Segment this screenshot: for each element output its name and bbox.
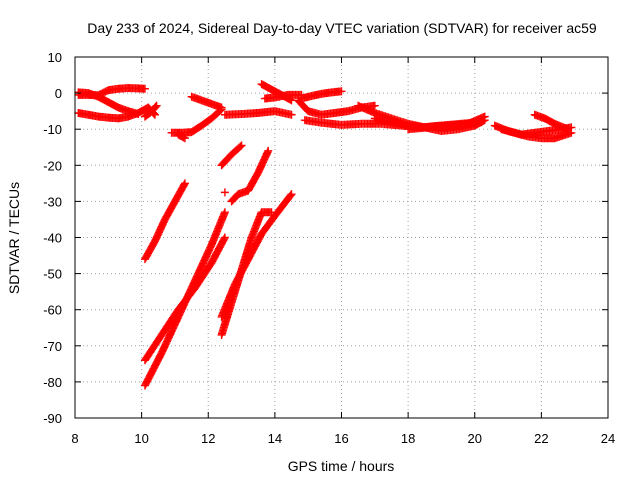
- data-point: [152, 101, 161, 110]
- data-point: [217, 103, 226, 112]
- y-tick-label: -80: [43, 375, 62, 390]
- data-point: [287, 190, 296, 199]
- series-arc-18: [497, 125, 576, 143]
- x-tick-label: 24: [601, 431, 615, 446]
- series-arc-22: [140, 233, 229, 365]
- series-arc-6: [174, 130, 189, 143]
- series-arc-8: [220, 107, 296, 119]
- series-arc-19: [530, 110, 573, 134]
- x-tick-label: 18: [401, 431, 415, 446]
- data-point: [286, 191, 295, 200]
- series-arc-16: [404, 112, 489, 134]
- y-axis-label: SDTVAR / TECUs: [6, 182, 22, 294]
- series-arc-24: [217, 190, 296, 321]
- x-tick-label: 8: [71, 431, 78, 446]
- data-point: [220, 188, 229, 197]
- x-tick-label: 10: [134, 431, 148, 446]
- series-arc-12: [297, 87, 346, 103]
- y-tick-label: -90: [43, 411, 62, 426]
- data-point: [287, 110, 296, 119]
- data-point: [220, 208, 229, 217]
- x-axis-label: GPS time / hours: [288, 458, 395, 474]
- axis-ticks: 8 10 12 14 16 18 20 22 24 10 0 -10 -20 -30 -40 -50 -60 -7…: [43, 50, 615, 446]
- x-tick-label: 20: [468, 431, 482, 446]
- y-tick-label: -50: [43, 267, 62, 282]
- data-point: [220, 234, 229, 243]
- data-point: [180, 179, 189, 188]
- data-point: [236, 142, 245, 151]
- y-tick-label: -20: [43, 158, 62, 173]
- series-arc-4: [140, 101, 161, 121]
- series-arc-20: [140, 179, 189, 264]
- data-point: [180, 134, 189, 143]
- series-arc-11: [294, 96, 379, 119]
- series-arc-26: [227, 146, 273, 206]
- data-point: [370, 101, 379, 110]
- y-tick-label: 0: [55, 86, 62, 101]
- y-tick-label: -40: [43, 231, 62, 246]
- data-point: [337, 87, 346, 96]
- data-point: [264, 146, 273, 155]
- y-tick-label: -60: [43, 303, 62, 318]
- data-point: [179, 133, 188, 142]
- y-tick-label: 10: [48, 50, 62, 65]
- series-arc-7: [187, 92, 226, 112]
- data-points: [74, 80, 576, 390]
- data-point: [564, 125, 573, 134]
- x-tick-label: 14: [268, 431, 282, 446]
- y-tick-label: -70: [43, 339, 62, 354]
- chart-title: Day 233 of 2024, Sidereal Day-to-day VTE…: [87, 20, 597, 36]
- data-point: [180, 180, 189, 189]
- data-point: [220, 233, 229, 242]
- data-point: [151, 102, 160, 111]
- y-tick-label: -30: [43, 194, 62, 209]
- data-point: [140, 84, 149, 93]
- series-arc-27: [220, 188, 229, 197]
- data-point: [237, 141, 246, 150]
- data-point: [480, 112, 489, 121]
- x-tick-label: 22: [534, 431, 548, 446]
- x-tick-label: 16: [334, 431, 348, 446]
- y-tick-label: -10: [43, 122, 62, 137]
- x-tick-label: 12: [201, 431, 215, 446]
- series-arc-25: [217, 141, 246, 170]
